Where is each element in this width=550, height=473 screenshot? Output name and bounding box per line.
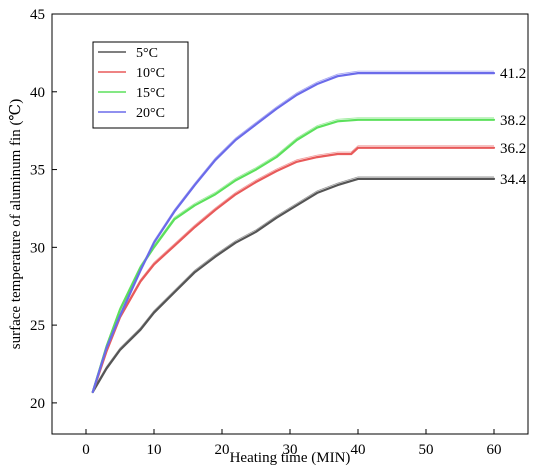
- y-tick-label: 25: [30, 318, 45, 334]
- end-value-label: 41.2: [500, 66, 526, 82]
- y-axis: 20 25 30 35 40 45: [30, 7, 57, 412]
- x-tick-label: 60: [487, 442, 502, 458]
- x-axis: 0 10 20 30 40 50 60: [82, 429, 502, 458]
- series-line-3-edge: [92, 117, 494, 391]
- end-labels: 34.4 36.2 38.2 41.2: [500, 66, 527, 188]
- end-value-label: 34.4: [500, 172, 527, 188]
- series-line-3: [91, 118, 496, 394]
- x-tick-label: 40: [351, 442, 366, 458]
- x-tick-label: 20: [215, 442, 230, 458]
- series-line-1-edge: [92, 176, 494, 391]
- end-value-label: 36.2: [500, 141, 526, 157]
- end-value-label: 38.2: [500, 113, 526, 129]
- series-line-4-edge: [92, 70, 494, 391]
- series-line-2: [91, 146, 496, 394]
- series-line-2-edge: [92, 145, 494, 391]
- x-tick-label: 10: [147, 442, 162, 458]
- y-axis-title: surface temperature of aluminum fin (℃): [8, 99, 24, 349]
- series-line-4: [91, 71, 496, 394]
- x-tick-label: 0: [82, 442, 90, 458]
- y-tick-label: 40: [30, 85, 45, 101]
- legend-entry: 15°C: [136, 86, 165, 101]
- legend-box: [92, 41, 189, 129]
- x-axis-title: Heating time (MIN): [230, 450, 351, 466]
- y-tick-label: 20: [30, 396, 45, 412]
- y-tick-label: 45: [30, 7, 45, 23]
- y-tick-label: 35: [30, 163, 45, 179]
- series-line-1: [91, 177, 496, 394]
- legend-entry: 5°C: [136, 46, 158, 61]
- legend: 5°C 10°C 15°C 20°C: [92, 41, 189, 129]
- series-lines: [91, 70, 496, 394]
- y-tick-label: 30: [30, 240, 45, 256]
- legend-entry: 10°C: [136, 66, 165, 81]
- x-tick-label: 30: [283, 442, 298, 458]
- x-tick-label: 50: [419, 442, 434, 458]
- legend-entry: 20°C: [136, 106, 165, 121]
